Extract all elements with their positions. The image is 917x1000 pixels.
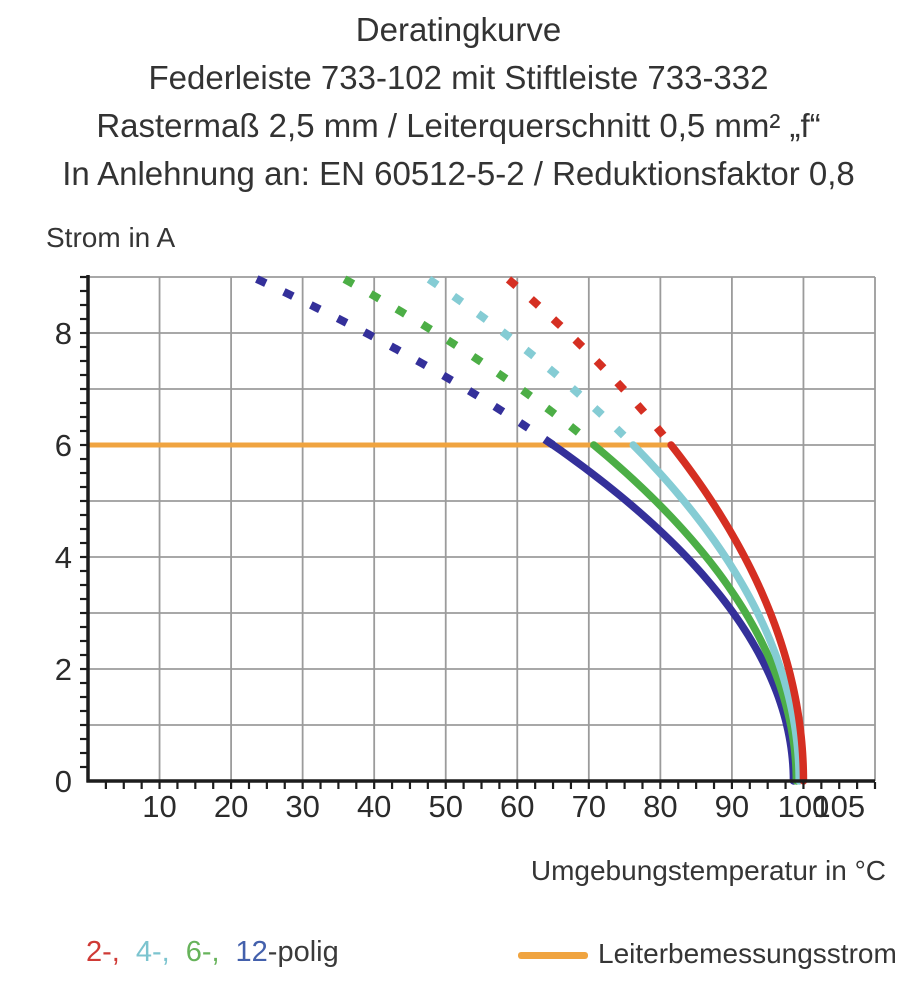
legend-polig-suffix: -polig xyxy=(267,936,339,968)
rated-current-legend-label: Leiterbemessungsstrom xyxy=(598,938,897,969)
rated-current-line-swatch xyxy=(518,952,588,959)
x-tick-label: 70 xyxy=(572,789,606,824)
curve-dashed-6-polig xyxy=(337,272,600,451)
x-tick-label: 100 xyxy=(778,789,830,824)
chart-subtitle-spec: Rastermaß 2,5 mm / Leiterquerschnitt 0,5… xyxy=(96,107,821,144)
poles-legend: 2-, 4-, 6-, 12-polig xyxy=(86,936,339,969)
legend-item-2polig: 2-, xyxy=(86,936,120,968)
x-tick-label: 10 xyxy=(142,789,176,824)
y-tick-label: 6 xyxy=(55,428,72,463)
y-tick-label: 8 xyxy=(55,316,72,351)
x-tick-label: 40 xyxy=(357,789,391,824)
curve-solid-6-polig xyxy=(590,441,801,785)
x-tick-label: 30 xyxy=(285,789,319,824)
chart-title: Deratingkurve xyxy=(355,11,562,48)
legend-item-6polig: 6-, xyxy=(185,936,220,968)
curve-dashed-2-polig xyxy=(501,272,677,451)
x-tick-label: 105 xyxy=(813,789,865,824)
chart-subtitle-standard: In Anlehnung an: EN 60512-5-2 / Reduktio… xyxy=(62,155,855,192)
y-tick-label: 2 xyxy=(55,652,72,687)
y-tick-label: 0 xyxy=(55,764,72,799)
x-tick-label: 50 xyxy=(428,789,462,824)
y-axis-title: Strom in A xyxy=(46,222,176,253)
x-tick-label: 80 xyxy=(643,789,677,824)
y-tick-label: 4 xyxy=(55,540,72,575)
legend-item-12polig: 12 xyxy=(235,936,268,968)
chart-title-block: Deratingkurve Federleiste 733-102 mit St… xyxy=(0,6,917,198)
curve-solid-12-polig xyxy=(549,441,798,785)
curve-dashed-12-polig xyxy=(249,272,559,451)
x-tick-label: 90 xyxy=(715,789,749,824)
curve-solid-2-polig xyxy=(667,441,808,785)
x-axis-title: Umgebungstemperatur in °C xyxy=(530,855,886,886)
legend-item-4polig: 4-, xyxy=(135,936,170,968)
chart-subtitle-product: Federleiste 733-102 mit Stiftleiste 733-… xyxy=(148,59,769,96)
x-tick-label: 60 xyxy=(500,789,534,824)
curve-solid-4-polig xyxy=(629,441,803,785)
x-tick-label: 20 xyxy=(214,789,248,824)
